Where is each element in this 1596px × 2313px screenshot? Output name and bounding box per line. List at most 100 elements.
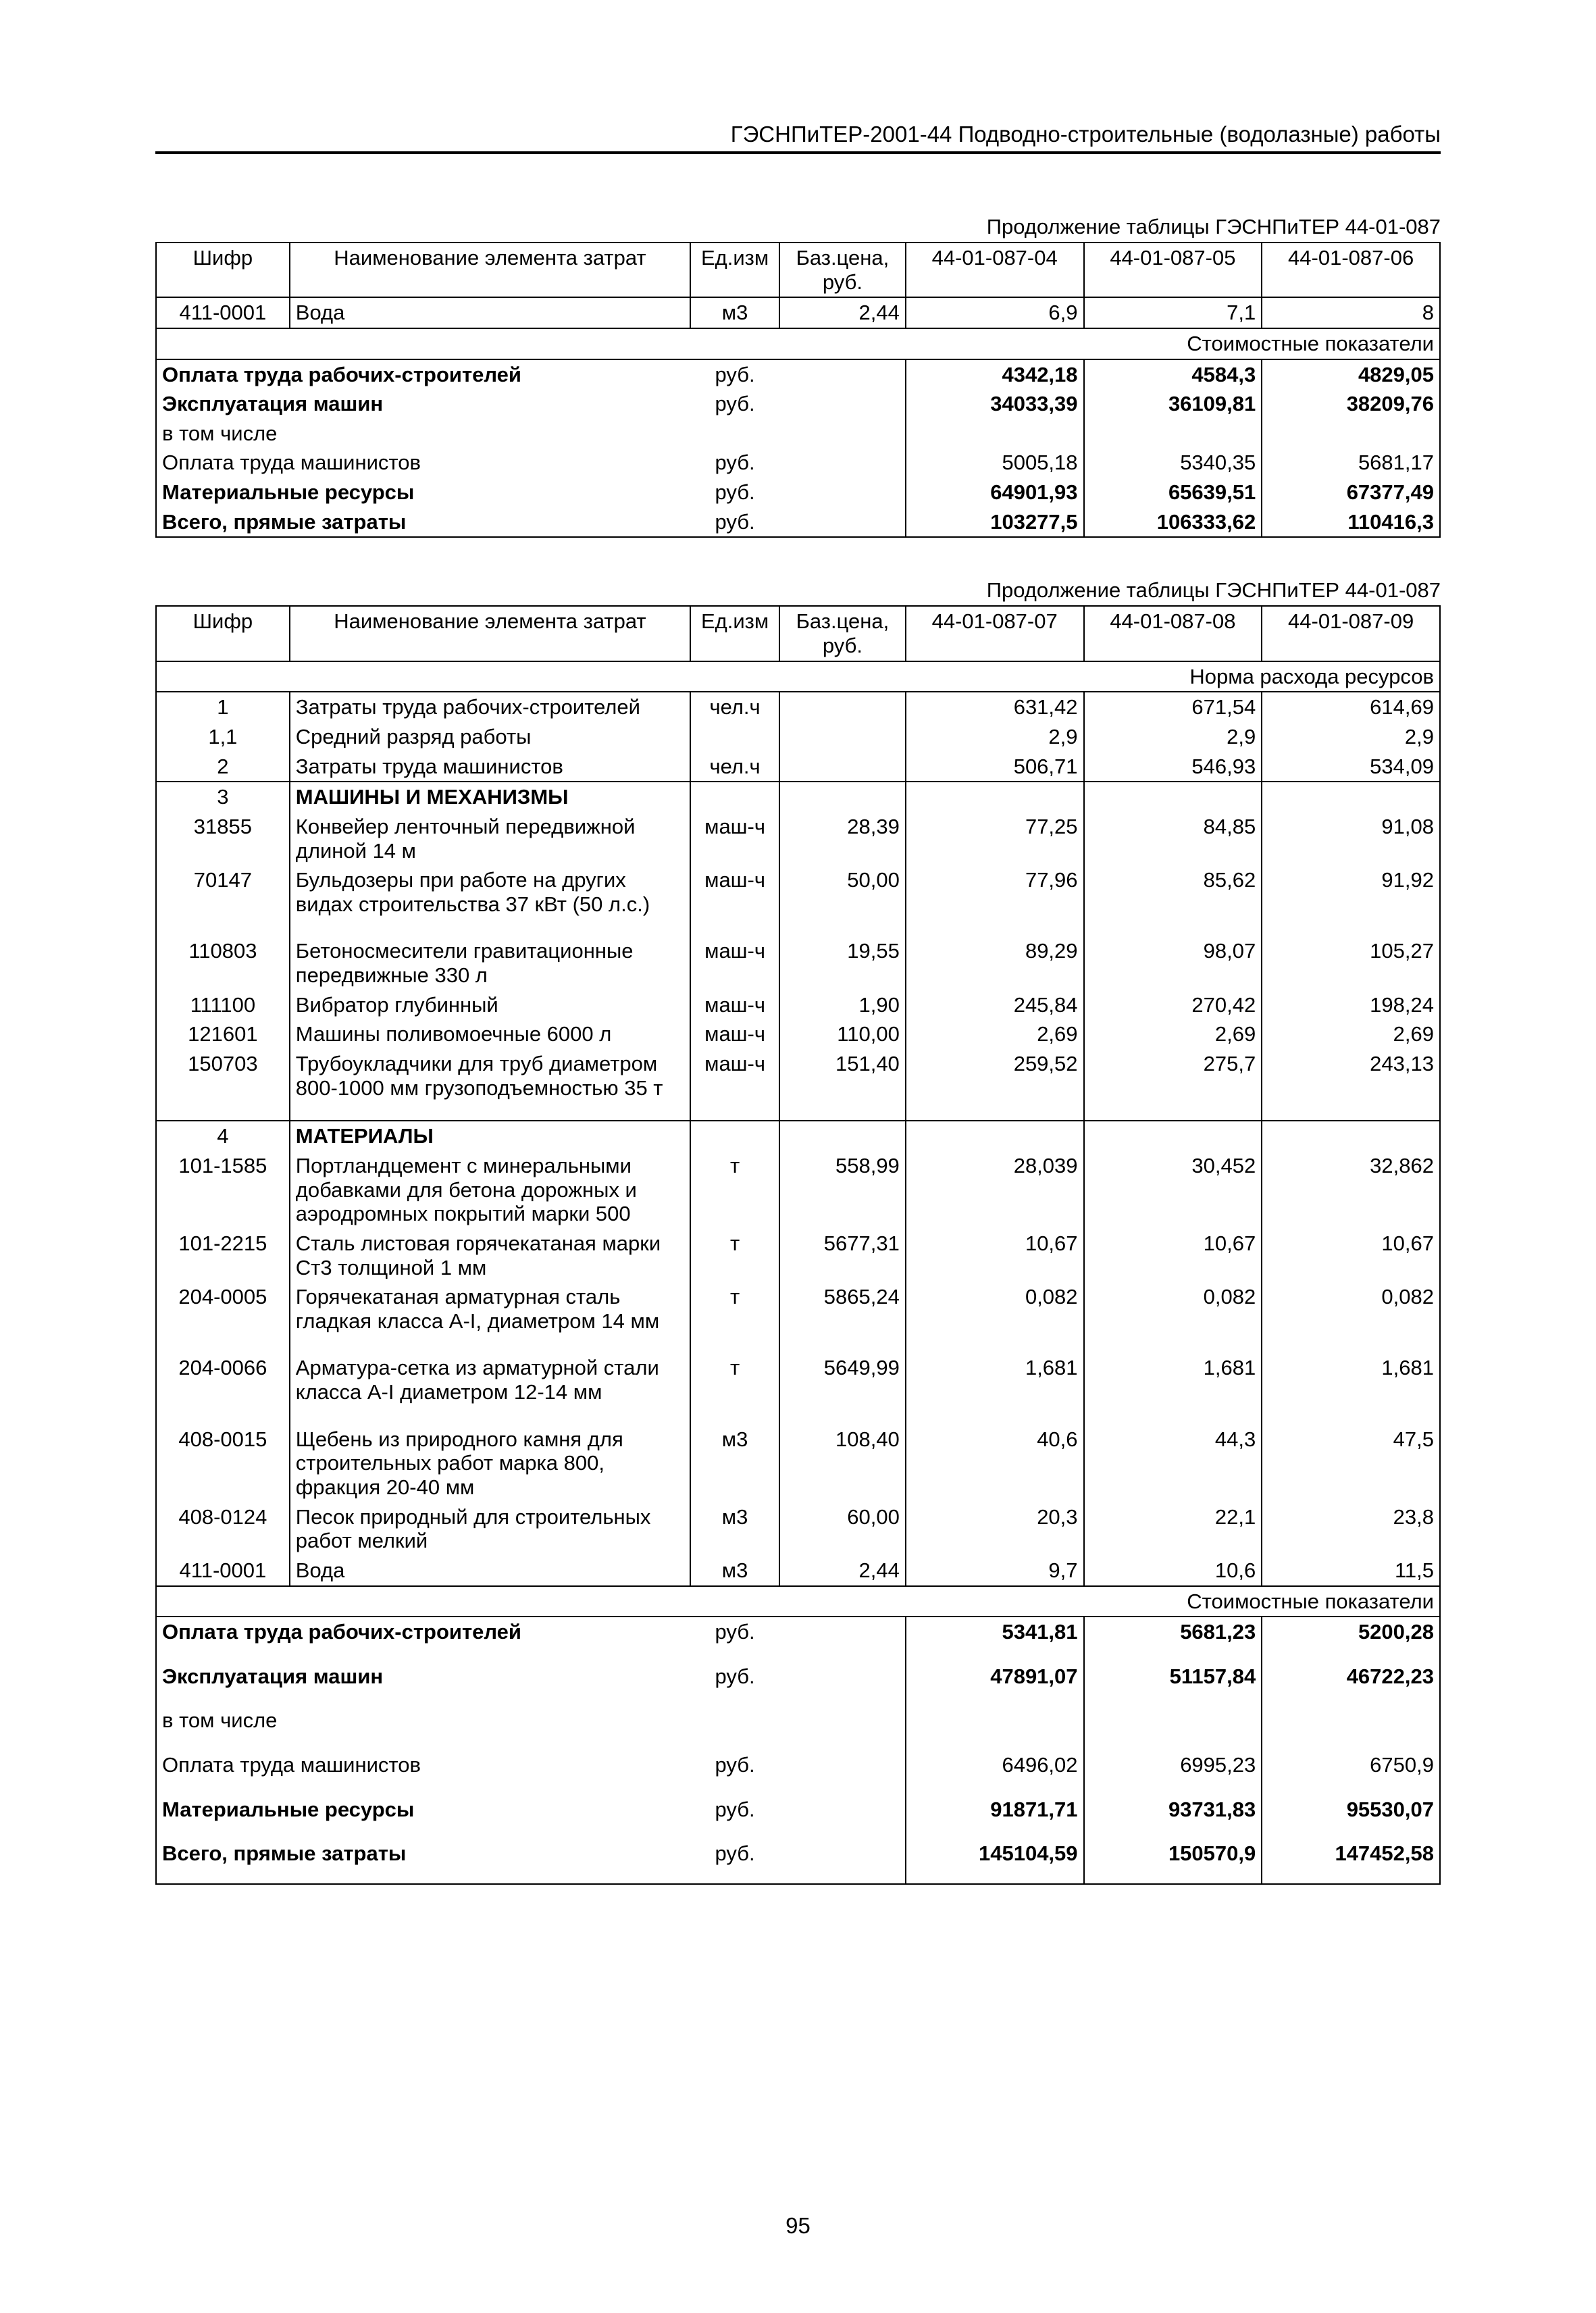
cell-v2: 5681,23 (1084, 1617, 1262, 1662)
th-c1: 44-01-087-07 (906, 606, 1084, 661)
cell-v2: 1,681 (1084, 1353, 1262, 1424)
cell-v3: 5681,17 (1262, 448, 1440, 478)
cell-unit: т (690, 1151, 779, 1229)
cell-v3: 46722,23 (1262, 1662, 1440, 1706)
cell-v2: 84,85 (1084, 812, 1262, 865)
cell-price: 5677,31 (779, 1229, 906, 1282)
cell-v3: 4829,05 (1262, 359, 1440, 390)
cost-row: в том числе (156, 419, 1440, 449)
cell-price: 50,00 (779, 865, 906, 936)
th-unit: Ед.изм (690, 243, 779, 297)
cell-v2: 275,7 (1084, 1049, 1262, 1121)
cell-unit: руб. (690, 1662, 779, 1706)
sub-cost-label: Стоимостные показатели (156, 328, 1440, 359)
cost-row: Оплата труда рабочих-строителейруб.4342,… (156, 359, 1440, 390)
cell-price: 108,40 (779, 1425, 906, 1502)
cell-price (779, 722, 906, 752)
cell-price (779, 389, 906, 419)
cell-unit: м3 (690, 1425, 779, 1502)
cell-code: 411-0001 (156, 1556, 290, 1586)
table-row: 2Затраты труда машинистовчел.ч506,71546,… (156, 752, 1440, 782)
cell-price: 5865,24 (779, 1282, 906, 1353)
cell-price (779, 478, 906, 507)
cell-price (779, 359, 906, 390)
cell-price (779, 692, 906, 722)
cell-price (779, 1706, 906, 1750)
table1-head-row: Шифр Наименование элемента затрат Ед.изм… (156, 243, 1440, 297)
cell-name: Всего, прямые затраты (156, 507, 690, 538)
table-row: 3МАШИНЫ И МЕХАНИЗМЫ (156, 782, 1440, 812)
cell-v2: 65639,51 (1084, 478, 1262, 507)
cell-name: Оплата труда рабочих-строителей (156, 1617, 690, 1662)
cell-v1: 506,71 (906, 752, 1084, 782)
cell-v1: 245,84 (906, 990, 1084, 1020)
cell-v1: 2,9 (906, 722, 1084, 752)
cell-price: 19,55 (779, 936, 906, 990)
cell-name: Сталь листовая горячекатаная марки Ст3 т… (290, 1229, 690, 1282)
cell-name: Средний разряд работы (290, 722, 690, 752)
cell-code: 2 (156, 752, 290, 782)
cell-price: 151,40 (779, 1049, 906, 1121)
cell-v1: 10,67 (906, 1229, 1084, 1282)
cell-v1: 91871,71 (906, 1795, 1084, 1839)
table-row: 111100Вибратор глубинныймаш-ч1,90245,842… (156, 990, 1440, 1020)
th-unit: Ед.изм (690, 606, 779, 661)
cell-v1: 4342,18 (906, 359, 1084, 390)
cell-code: 3 (156, 782, 290, 812)
cell-unit: руб. (690, 1839, 779, 1884)
cell-v2 (1084, 782, 1262, 812)
cell-v2: 270,42 (1084, 990, 1262, 1020)
cell-v3: 6750,9 (1262, 1750, 1440, 1795)
table-row: 121601Машины поливомоечные 6000 лмаш-ч11… (156, 1019, 1440, 1049)
cell-unit: чел.ч (690, 692, 779, 722)
cell-v3: 67377,49 (1262, 478, 1440, 507)
doc-header: ГЭСНПиТЕР-2001-44 Подводно-строительные … (155, 122, 1441, 154)
cell-price (779, 1839, 906, 1884)
cell-v2: 2,9 (1084, 722, 1262, 752)
cell-name: Всего, прямые затраты (156, 1839, 690, 1884)
table2-sub-norm: Норма расхода ресурсов (156, 661, 1440, 692)
cell-v3: 8 (1262, 297, 1440, 328)
cell-name: Щебень из природного камня для строитель… (290, 1425, 690, 1502)
cell-price (779, 1750, 906, 1795)
table1-sub-cost: Стоимостные показатели (156, 328, 1440, 359)
cell-v1: 6496,02 (906, 1750, 1084, 1795)
cell-unit: маш-ч (690, 990, 779, 1020)
cell-v3: 11,5 (1262, 1556, 1440, 1586)
cell-code: 111100 (156, 990, 290, 1020)
table2: Шифр Наименование элемента затрат Ед.изм… (155, 605, 1441, 1885)
cell-price (779, 1121, 906, 1151)
cell-v3: 2,9 (1262, 722, 1440, 752)
cell-v3: 32,862 (1262, 1151, 1440, 1229)
cell-name: Бетоносмесители гравитационные передвижн… (290, 936, 690, 990)
cell-unit: маш-ч (690, 1049, 779, 1121)
cell-name: Эксплуатация машин (156, 1662, 690, 1706)
cell-v2: 51157,84 (1084, 1662, 1262, 1706)
cell-name: Затраты труда рабочих-строителей (290, 692, 690, 722)
cell-code: 204-0005 (156, 1282, 290, 1353)
cell-price: 110,00 (779, 1019, 906, 1049)
cell-unit: руб. (690, 1750, 779, 1795)
cell-v1: 28,039 (906, 1151, 1084, 1229)
cell-v1: 40,6 (906, 1425, 1084, 1502)
cell-v1 (906, 1706, 1084, 1750)
cell-v3: 1,681 (1262, 1353, 1440, 1424)
cell-unit: руб. (690, 507, 779, 538)
cell-code: 150703 (156, 1049, 290, 1121)
cell-v3: 0,082 (1262, 1282, 1440, 1353)
cell-name: Эксплуатация машин (156, 389, 690, 419)
cell-v1: 64901,93 (906, 478, 1084, 507)
cell-code: 121601 (156, 1019, 290, 1049)
table-row: 4МАТЕРИАЛЫ (156, 1121, 1440, 1151)
cost-row: Оплата труда рабочих-строителейруб.5341,… (156, 1617, 1440, 1662)
cell-name: Портландцемент с минеральными добавками … (290, 1151, 690, 1229)
th-c3: 44-01-087-09 (1262, 606, 1440, 661)
cell-v1: 77,96 (906, 865, 1084, 936)
cost-row: Материальные ресурсыруб.91871,7193731,83… (156, 1795, 1440, 1839)
cell-price: 5649,99 (779, 1353, 906, 1424)
cell-unit (690, 722, 779, 752)
cell-unit: маш-ч (690, 865, 779, 936)
cell-name: Материальные ресурсы (156, 478, 690, 507)
cell-v2: 4584,3 (1084, 359, 1262, 390)
table1-cost-body: Оплата труда рабочих-строителейруб.4342,… (156, 359, 1440, 538)
